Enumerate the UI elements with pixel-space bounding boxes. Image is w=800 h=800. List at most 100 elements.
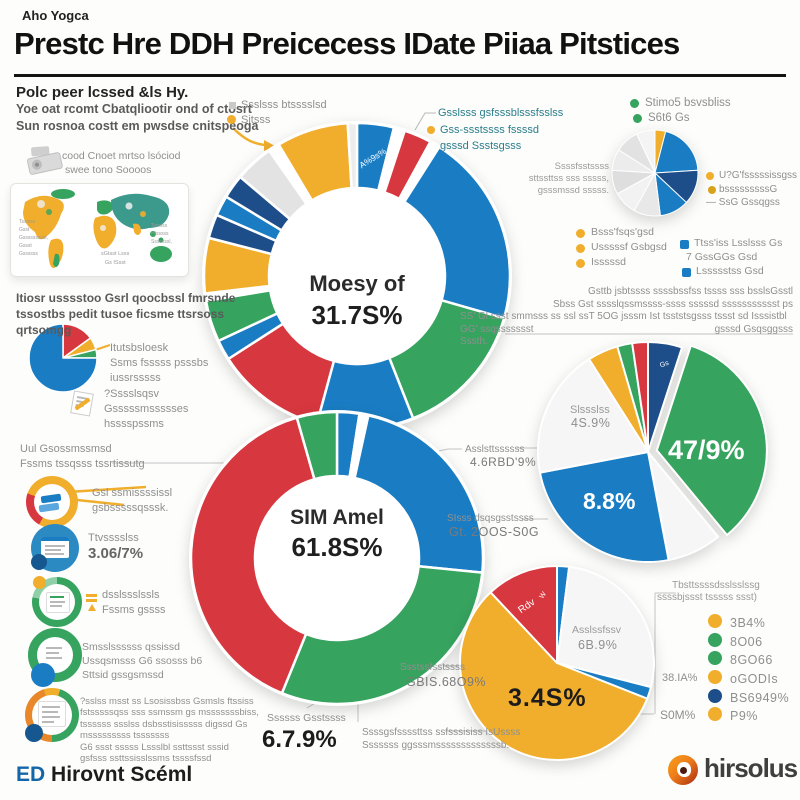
br-legend-3: Lssssstss Gsd — [696, 265, 764, 277]
legend-yellow-dot — [227, 115, 236, 124]
callout4-value: 6.7.9% — [262, 726, 337, 753]
callout4-label: Ssssss Gsstssss — [267, 712, 346, 724]
browser-badge-icon — [31, 524, 79, 572]
cards-badge-icon — [26, 476, 78, 528]
bl-legend-dot-1 — [576, 229, 585, 238]
callout2-label: SIsss dsqsgsstssss — [447, 513, 534, 524]
row2-label: Ttvsssslss — [88, 532, 139, 544]
document-badge-icon — [32, 576, 82, 627]
uul-line-1: Uul Gsossmssmsd — [20, 443, 112, 455]
green-legend-dot-2 — [633, 114, 642, 123]
tr-legend-1: U?G'fsssssissgss — [719, 170, 798, 181]
donut-top-legend-1: Ssslsss btsssslsd — [241, 99, 327, 111]
list-marker-icon — [86, 594, 97, 597]
br-legend-header-1: Tbsttssssdsslsslssg — [672, 580, 760, 591]
pie-mid-white-value: 4S.9% — [571, 416, 611, 430]
pie-br-big-value: 3.4S% — [508, 684, 587, 712]
value-legend-dot-4 — [708, 670, 722, 684]
value-legend-dot-3 — [708, 651, 722, 665]
donut-bottom-value: 61.8S% — [291, 532, 383, 562]
value-legend-dot-2 — [708, 633, 722, 647]
page-title: Prestc Hre DDH Preicecess IDate Piiaa Pi… — [14, 26, 680, 61]
br-legend-sq-3 — [682, 268, 691, 277]
para2-line-1: Itiosr usssstoo Gsrl qoocbssl fmrsnde — [16, 291, 236, 305]
donut-top-legend-2: Sitsss — [241, 114, 271, 126]
row5-paragraph: ?sslss msst ss Lsosissbss Gsmsls ftssiss… — [80, 696, 259, 764]
callout5-line-2: Sssssss ggsssmsssssssssssssb. — [362, 740, 510, 751]
pie-left-label-1c: iussrsssss — [110, 372, 161, 384]
pie-left-label-2a: ?Sssslsqsv — [104, 388, 160, 400]
legend-gray-swatch — [229, 102, 236, 109]
value-legend-2: 8O06 — [730, 635, 763, 649]
pie-bottomright — [459, 565, 655, 761]
map-label-bottom: sGtsst Lsss Gs ISsst — [101, 251, 130, 266]
donut-top-callout-2: Gss-ssstssss fssssd — [440, 124, 540, 136]
left-logo-mark: ED — [16, 763, 46, 786]
subtitle: Polc peer lcssed &ls Hy. — [16, 84, 189, 101]
callout1-label: Asslsttssssss — [465, 444, 525, 455]
br-legend-sq-1 — [680, 240, 689, 249]
br-legend-2: 7 GssGGs Gsd — [686, 251, 758, 263]
pie-br-white-value: 6B.9% — [578, 638, 618, 652]
donut-bottom-center: SIM Amel 61.8S% — [257, 506, 417, 563]
list-marker-icon-2 — [86, 599, 97, 602]
value-legend-dot-5 — [708, 689, 722, 703]
tr-legend-dot-2 — [708, 186, 716, 194]
world-map-card: Tsssiss Gsst Gsssssssssl, Gssst Gssssss Ts… — [10, 183, 189, 277]
callout3-label: Ssstssfsstssss — [400, 662, 466, 673]
kicker: Aho Yogca — [22, 8, 89, 23]
tr-legend-3: — SsG Gssqgss — [706, 197, 780, 208]
para2-line-2: tssostbs pedit tusoe ficsme ttsrsoss — [16, 307, 225, 321]
green-legend-2: S6t6 Gs — [648, 112, 690, 124]
projector-icon — [23, 142, 68, 185]
tr-legend-2: bsssssssssG — [719, 184, 778, 195]
bl-legend-3: Isssssd — [591, 256, 627, 268]
bl-legend-dot-3 — [576, 259, 585, 268]
value-legend-dot-6 — [708, 707, 722, 721]
triangle-marker-icon — [88, 604, 96, 611]
map-label-right: Tsssiss Htsssss Sssssssl, — [151, 223, 172, 245]
pie-left-label-2b: Gsssssmssssses — [104, 403, 189, 415]
row3-label-1: dsslssslssls — [102, 589, 160, 601]
pie-topright-left-text: Ssssfsstssss sttssttss sss sssss, gsssms… — [528, 161, 609, 196]
map-label-left: Tsssiss Gsst Gsssssssssl, Gssst Gssssss — [19, 219, 48, 257]
pie-mid-blue-pct: 8.8% — [583, 488, 636, 514]
pie-left — [28, 323, 98, 393]
br-legend-1: Ttss'iss Lsslsss Gs — [694, 237, 783, 249]
pie-mid-green-pct: 47/9% — [668, 435, 745, 465]
callout2-value: Gt. 2OOS-S0G — [449, 525, 540, 539]
tr-legend-dot-1 — [706, 172, 714, 180]
donut-bottom — [189, 410, 485, 706]
pie-mid — [537, 341, 768, 563]
left-logo-text: Hirovnt Scéml — [51, 763, 193, 786]
callout1-value: 4.6RBD'9% — [470, 455, 537, 469]
mid-paragraph: Gsttb jsbtssss ssssbssfss tssss sss bssl… — [460, 286, 793, 347]
bl-legend-1: Bsss'fsqs'gsd — [591, 226, 654, 238]
uul-line-2: Fssms tssqsss tssrtissutg — [20, 458, 145, 470]
donut-bottom-title: SIM Amel — [290, 506, 384, 529]
bl-legend-2: Usssssf Gsbgsd — [591, 241, 667, 253]
pie-mid-white-label: Slssslss — [570, 404, 610, 416]
bl-legend-dot-2 — [576, 244, 585, 253]
green-legend-1: Stimo5 bsvsbliss — [645, 97, 731, 109]
pie-left-label-1b: Ssms fsssss psssbs — [110, 357, 209, 369]
donut-top-value: 31.7S% — [311, 300, 403, 330]
donut-top-title: Moesy of — [309, 271, 405, 296]
donut-top-callout-1: Gsslsss gsfsssblsssfsslss — [438, 107, 564, 119]
row4-label-2: Ussqsmsss G6 ssosss b6 — [82, 655, 203, 667]
projector-caption-1: cood Cnoet mrtso lsóciod — [62, 150, 181, 162]
value-legend-5: BS6949% — [730, 691, 790, 705]
value-legend-4: oGODIs — [730, 672, 779, 686]
value-legend-dot-1 — [708, 614, 722, 628]
pie-br-white-label: Asslssfssv — [572, 624, 622, 636]
donut-top — [202, 121, 512, 431]
pie-left-label-2c: hsssspssms — [104, 418, 164, 430]
callout-yellow-dot — [427, 126, 435, 134]
intro-line-1: Yoe oat rcomt Cbatqliootir ond of ctosrt — [16, 102, 252, 116]
value-legend-6: P9% — [730, 709, 758, 723]
row3-label-2: Fssms gssss — [102, 604, 166, 616]
green-legend-dot-1 — [630, 99, 639, 108]
para2-line-3: qrtsomgg — [16, 323, 72, 337]
